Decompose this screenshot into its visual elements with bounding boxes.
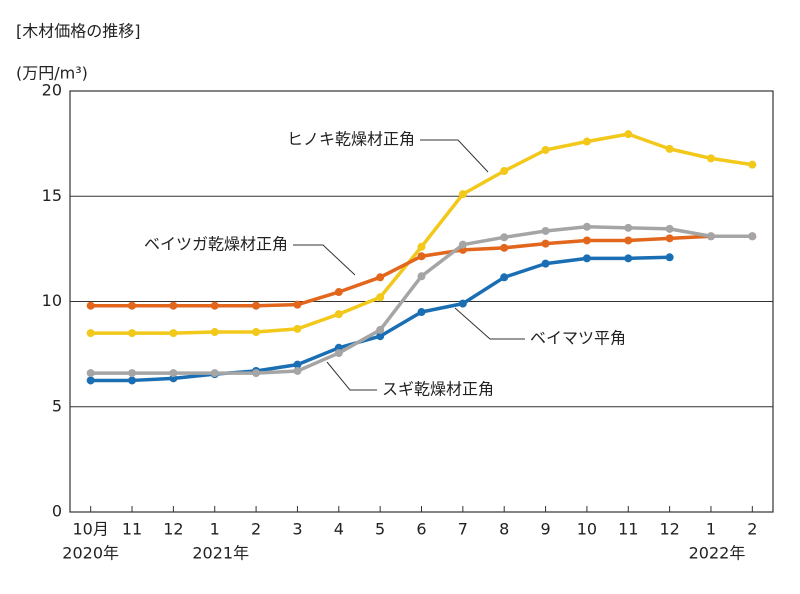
x-tick-label: 3: [292, 520, 302, 539]
data-point: [293, 300, 302, 309]
data-point: [665, 234, 674, 243]
data-point: [582, 137, 591, 146]
x-tick-label: 4: [334, 520, 344, 539]
leader-line: [454, 307, 525, 340]
data-point: [293, 366, 302, 375]
x-tick-label: 12: [163, 520, 183, 539]
series-label: スギ乾燥材正角: [382, 380, 494, 399]
data-point: [210, 369, 219, 378]
x-tick-label: 9: [540, 520, 550, 539]
data-point: [293, 360, 302, 369]
data-point: [376, 293, 385, 302]
data-point: [376, 325, 385, 334]
year-label: 2022年: [689, 544, 746, 563]
x-tick-label: 11: [618, 520, 638, 539]
x-tick-label: 8: [499, 520, 509, 539]
data-point: [128, 301, 137, 310]
data-point: [293, 324, 302, 333]
chart-title: [木材価格の推移]: [16, 22, 141, 41]
data-point: [541, 145, 550, 154]
data-point: [169, 369, 178, 378]
x-tick-label: 1: [210, 520, 220, 539]
data-point: [86, 376, 95, 385]
data-point: [334, 349, 343, 358]
data-point: [582, 222, 591, 231]
data-point: [748, 232, 757, 241]
data-point: [582, 254, 591, 263]
series-label: ベイツガ乾燥材正角: [144, 235, 288, 254]
data-point: [624, 254, 633, 263]
data-point: [458, 240, 467, 249]
data-point: [458, 190, 467, 199]
data-point: [748, 160, 757, 169]
data-point: [541, 226, 550, 235]
data-point: [376, 273, 385, 282]
y-tick-label: 10: [42, 291, 62, 310]
data-point: [665, 144, 674, 153]
data-point: [500, 233, 509, 242]
data-point: [210, 301, 219, 310]
data-point: [376, 332, 385, 341]
data-point: [252, 369, 261, 378]
y-tick-label: 20: [42, 81, 62, 100]
series-label: ベイマツ平角: [530, 329, 626, 348]
data-point: [417, 252, 426, 261]
data-point: [582, 236, 591, 245]
data-point: [128, 376, 137, 385]
series-label: ヒノキ乾燥材正角: [287, 130, 415, 149]
data-point: [665, 253, 674, 262]
data-point: [334, 288, 343, 297]
x-tick-label: 7: [458, 520, 468, 539]
data-point: [334, 310, 343, 319]
data-point: [417, 242, 426, 251]
y-tick-label: 15: [42, 186, 62, 205]
x-tick-label: 6: [416, 520, 426, 539]
data-point: [417, 272, 426, 281]
data-point: [624, 223, 633, 232]
data-point: [86, 329, 95, 338]
data-point: [500, 166, 509, 175]
x-tick-label: 5: [375, 520, 385, 539]
x-tick-label: 1: [706, 520, 716, 539]
x-tick-label: 11: [122, 520, 142, 539]
leader-line: [420, 139, 489, 173]
data-point: [252, 301, 261, 310]
data-point: [128, 329, 137, 338]
data-point: [128, 369, 137, 378]
leader-line: [326, 361, 377, 391]
data-point: [169, 329, 178, 338]
x-tick-label: 12: [659, 520, 679, 539]
data-point: [500, 243, 509, 252]
year-label: 2020年: [62, 544, 119, 563]
leader-line: [293, 244, 356, 276]
data-point: [458, 299, 467, 308]
data-point: [86, 301, 95, 310]
year-label: 2021年: [192, 544, 249, 563]
data-point: [210, 328, 219, 337]
data-point: [706, 154, 715, 163]
x-tick-label: 10月: [72, 520, 108, 539]
y-tick-label: 0: [52, 502, 62, 521]
data-point: [169, 301, 178, 310]
x-tick-label: 2: [747, 520, 757, 539]
data-point: [252, 328, 261, 337]
data-point: [706, 232, 715, 241]
y-tick-label: 5: [52, 396, 62, 415]
data-point: [624, 130, 633, 139]
data-point: [541, 239, 550, 248]
data-point: [500, 273, 509, 282]
x-tick-label: 2: [251, 520, 261, 539]
data-point: [86, 369, 95, 378]
data-point: [417, 308, 426, 317]
data-point: [665, 224, 674, 233]
x-tick-label: 10: [577, 520, 597, 539]
data-point: [624, 236, 633, 245]
y-axis-label: (万円/m³): [16, 64, 88, 83]
data-point: [541, 259, 550, 268]
